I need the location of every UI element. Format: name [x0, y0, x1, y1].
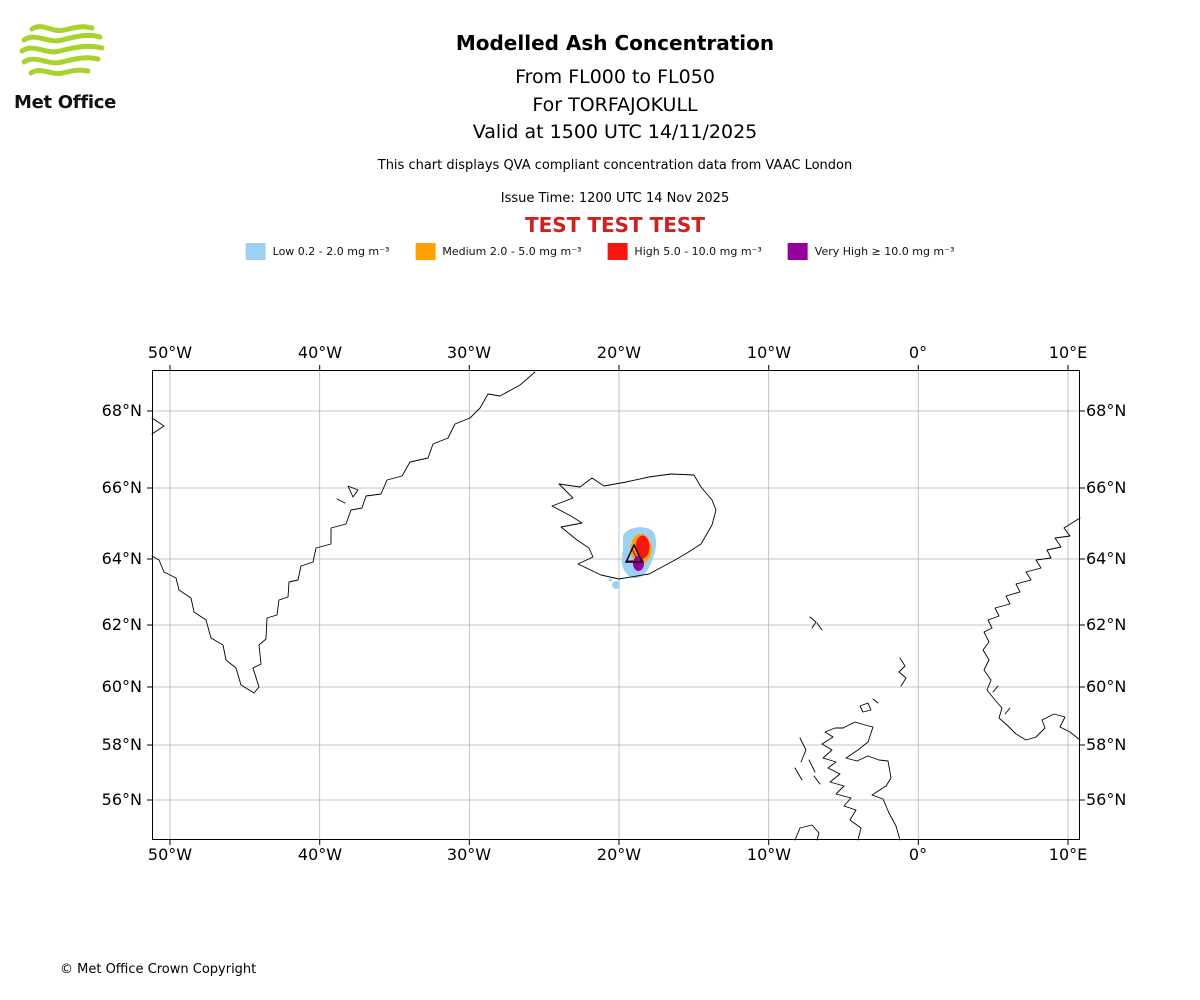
- page-title: Modelled Ash Concentration: [455, 31, 775, 55]
- graticule: [152, 370, 1080, 840]
- y-tick-right-66n: 66°N: [1086, 478, 1127, 497]
- logo-waves: [19, 24, 105, 77]
- y-tick-right-60n: 60°N: [1086, 677, 1127, 696]
- x-tick-bottom-20w: 20°W: [596, 845, 642, 864]
- legend-swatch-high: [607, 243, 628, 260]
- x-tick-top-30w: 30°W: [446, 343, 492, 362]
- x-tick-top-20w: 20°W: [596, 343, 642, 362]
- coastline-shetland: [898, 657, 907, 687]
- met-office-logo-text: Met Office: [14, 92, 117, 113]
- coastline-faroes: [809, 616, 823, 631]
- legend-swatch-low: [245, 243, 266, 260]
- legend-swatch-medium: [415, 243, 436, 260]
- map-canvas: [147, 365, 1085, 845]
- ash-band-low-speck: [608, 578, 613, 582]
- coastline-britain-west: [821, 727, 862, 841]
- legend-label-high: High 5.0 - 10.0 mg m⁻³: [634, 245, 762, 258]
- ash-band-very-high: [633, 556, 644, 571]
- y-tick-left-58n: 58°N: [101, 735, 142, 754]
- legend-item-very-high: Very High ≥ 10.0 mg m⁻³: [787, 243, 955, 260]
- x-tick-bottom-50w: 50°W: [147, 845, 193, 864]
- map-frame: [152, 370, 1080, 840]
- legend: Low 0.2 - 2.0 mg m⁻³ Medium 2.0 - 5.0 mg…: [245, 243, 955, 260]
- test-banner: TEST TEST TEST: [525, 213, 705, 237]
- x-tick-bottom-40w: 40°W: [297, 845, 343, 864]
- y-tick-right-56n: 56°N: [1086, 790, 1127, 809]
- copyright-notice: © Met Office Crown Copyright: [60, 962, 257, 977]
- y-tick-left-66n: 66°N: [101, 478, 142, 497]
- met-office-logo-icon: [19, 24, 105, 77]
- legend-item-medium: Medium 2.0 - 5.0 mg m⁻³: [415, 243, 581, 260]
- subtitle-flight-levels: From FL000 to FL050: [515, 66, 715, 88]
- coastline-greenland: [151, 371, 536, 694]
- coastline-norway-islands: [992, 685, 1011, 715]
- y-tick-right-64n: 64°N: [1086, 549, 1127, 568]
- x-tick-top-40w: 40°W: [297, 343, 343, 362]
- coastline-britain-east: [842, 721, 901, 841]
- legend-swatch-very-high: [787, 243, 808, 260]
- legend-label-very-high: Very High ≥ 10.0 mg m⁻³: [814, 245, 955, 258]
- subtitle-valid-time: Valid at 1500 UTC 14/11/2025: [472, 121, 758, 143]
- legend-label-medium: Medium 2.0 - 5.0 mg m⁻³: [442, 245, 582, 258]
- ash-band-low-detached: [612, 581, 620, 589]
- legend-item-low: Low 0.2 - 2.0 mg m⁻³: [245, 243, 390, 260]
- y-tick-right-68n: 68°N: [1086, 401, 1127, 420]
- coastline-iceland: [551, 473, 717, 580]
- coastline-norway: [982, 517, 1081, 741]
- coastline-greenland-islands: [336, 485, 359, 504]
- x-tick-top-10e: 10°E: [1048, 343, 1088, 362]
- volcano-marker-icon: [624, 543, 644, 563]
- y-tick-left-64n: 64°N: [101, 549, 142, 568]
- volcano-marker: [624, 543, 644, 563]
- coastline-left-edge: [151, 417, 165, 435]
- x-tick-bottom-30w: 30°W: [446, 845, 492, 864]
- issue-time: Issue Time: 1200 UTC 14 Nov 2025: [500, 191, 730, 206]
- coastline-hebrides: [794, 737, 821, 785]
- y-tick-left-68n: 68°N: [101, 401, 142, 420]
- x-tick-top-50w: 50°W: [147, 343, 193, 362]
- x-tick-bottom-0: 0°: [908, 845, 928, 864]
- coastlines: [151, 371, 1081, 841]
- y-tick-right-62n: 62°N: [1086, 615, 1127, 634]
- chart-description: This chart displays QVA compliant concen…: [377, 158, 853, 173]
- x-tick-bottom-10e: 10°E: [1048, 845, 1088, 864]
- subtitle-volcano: For TORFAJOKULL: [532, 93, 698, 116]
- legend-item-high: High 5.0 - 10.0 mg m⁻³: [607, 243, 762, 260]
- subtitle-block: From FL000 to FL050 For TORFAJOKULL Vali…: [30, 64, 1200, 147]
- ash-band-high: [635, 535, 650, 559]
- x-tick-bottom-10w: 10°W: [746, 845, 792, 864]
- coastline-ireland: [794, 824, 820, 841]
- x-tick-top-0: 0°: [908, 343, 928, 362]
- coastline-orkney: [859, 698, 879, 713]
- axis-ticks: [147, 365, 1085, 845]
- y-tick-left-62n: 62°N: [101, 615, 142, 634]
- y-tick-left-56n: 56°N: [101, 790, 142, 809]
- ash-plume: [608, 527, 657, 589]
- y-tick-right-58n: 58°N: [1086, 735, 1127, 754]
- legend-label-low: Low 0.2 - 2.0 mg m⁻³: [272, 245, 390, 258]
- x-tick-top-10w: 10°W: [746, 343, 792, 362]
- met-office-logo: Met Office: [14, 22, 134, 113]
- y-tick-left-60n: 60°N: [101, 677, 142, 696]
